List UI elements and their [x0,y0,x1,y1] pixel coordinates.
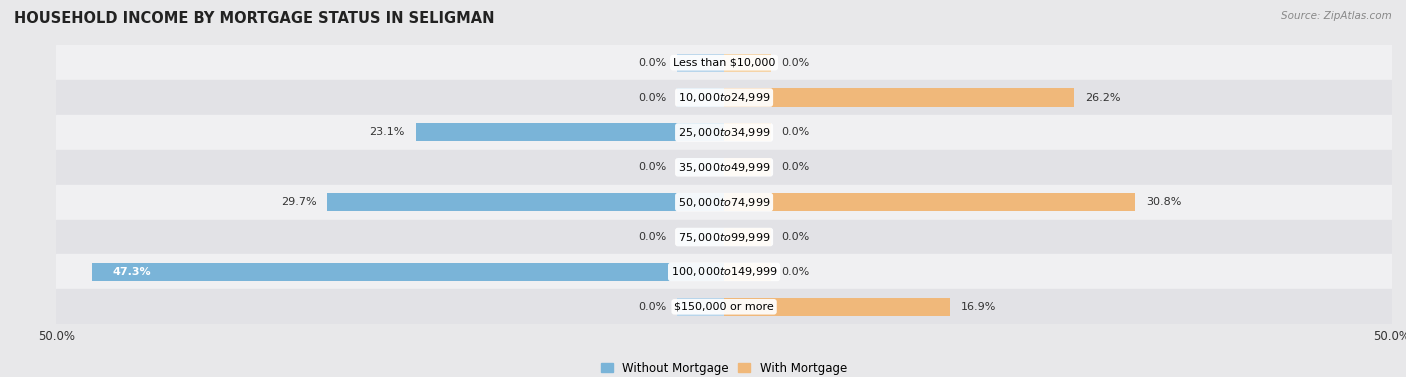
Text: $100,000 to $149,999: $100,000 to $149,999 [671,265,778,278]
Text: $50,000 to $74,999: $50,000 to $74,999 [678,196,770,208]
Text: Source: ZipAtlas.com: Source: ZipAtlas.com [1281,11,1392,21]
Bar [56,290,1392,324]
Bar [724,123,770,141]
Text: 0.0%: 0.0% [638,162,666,172]
Bar [328,193,724,211]
Bar [56,219,1392,254]
Bar [56,185,1392,219]
Text: 0.0%: 0.0% [782,58,810,68]
Bar [678,89,724,107]
Text: 30.8%: 30.8% [1146,197,1181,207]
Text: 0.0%: 0.0% [638,92,666,103]
Bar [724,263,770,281]
Text: 0.0%: 0.0% [638,58,666,68]
Bar [678,54,724,72]
Bar [56,45,1392,80]
Text: 23.1%: 23.1% [370,127,405,138]
Text: Less than $10,000: Less than $10,000 [673,58,775,68]
Bar [724,193,1136,211]
Bar [678,228,724,246]
Bar [56,115,1392,150]
Text: $150,000 or more: $150,000 or more [675,302,773,312]
Bar [56,80,1392,115]
Bar [724,228,770,246]
Text: 0.0%: 0.0% [638,232,666,242]
Text: HOUSEHOLD INCOME BY MORTGAGE STATUS IN SELIGMAN: HOUSEHOLD INCOME BY MORTGAGE STATUS IN S… [14,11,495,26]
Text: 0.0%: 0.0% [782,162,810,172]
Bar [724,298,950,316]
Text: $35,000 to $49,999: $35,000 to $49,999 [678,161,770,174]
Text: 26.2%: 26.2% [1085,92,1121,103]
Legend: Without Mortgage, With Mortgage: Without Mortgage, With Mortgage [596,357,852,377]
Text: 16.9%: 16.9% [960,302,995,312]
Text: 0.0%: 0.0% [638,302,666,312]
Text: $10,000 to $24,999: $10,000 to $24,999 [678,91,770,104]
Text: 0.0%: 0.0% [782,127,810,138]
Text: 29.7%: 29.7% [281,197,316,207]
Bar [724,54,770,72]
Bar [678,298,724,316]
Text: 0.0%: 0.0% [782,232,810,242]
Bar [678,158,724,176]
Bar [724,89,1074,107]
Bar [56,150,1392,185]
Bar [93,263,724,281]
Text: $25,000 to $34,999: $25,000 to $34,999 [678,126,770,139]
Bar [724,158,770,176]
Bar [416,123,724,141]
Text: $75,000 to $99,999: $75,000 to $99,999 [678,231,770,244]
Text: 47.3%: 47.3% [112,267,150,277]
Bar [56,254,1392,290]
Text: 0.0%: 0.0% [782,267,810,277]
